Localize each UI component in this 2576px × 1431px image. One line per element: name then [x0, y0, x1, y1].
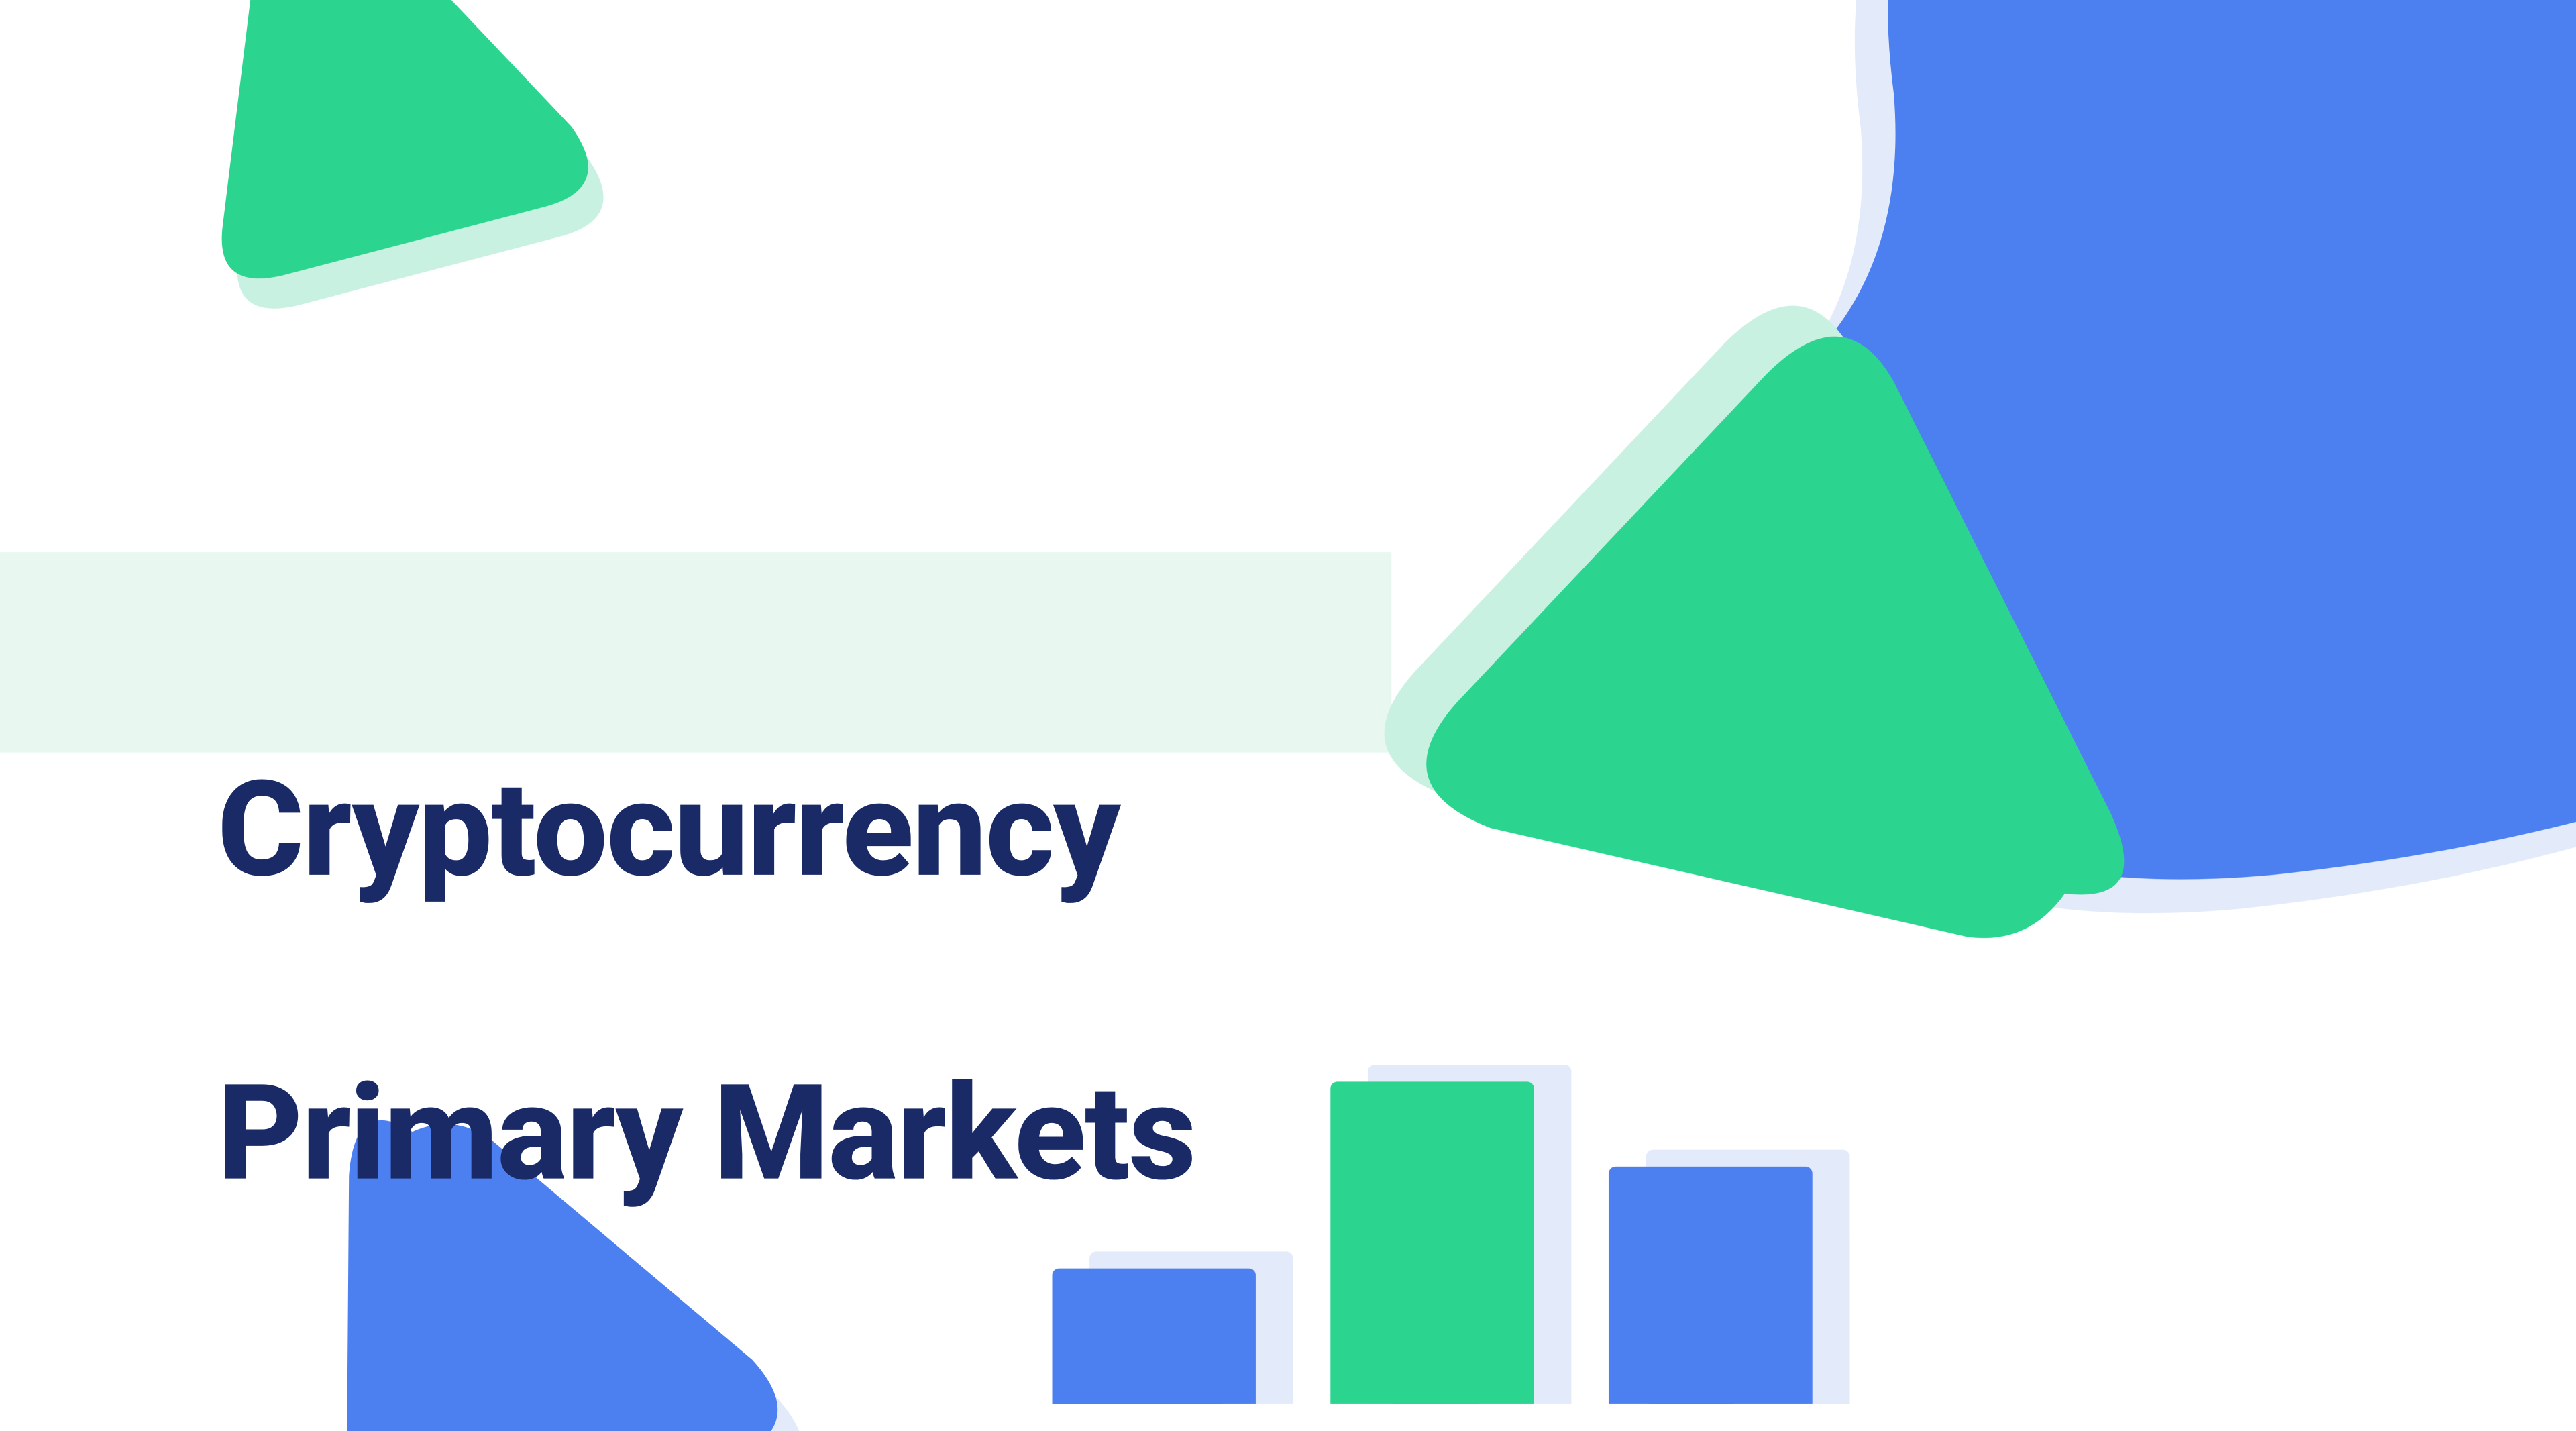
bar-3: [1609, 1167, 1813, 1404]
bar-chart: [1052, 1082, 1812, 1405]
triangle-top-left: [108, 0, 707, 445]
title-line-2: Primary Markets: [217, 1059, 1195, 1213]
bar-2: [1330, 1082, 1534, 1405]
title-line-1: Cryptocurrency: [217, 754, 1120, 908]
infographic-canvas: Cryptocurrency Primary Markets: [0, 26, 2576, 1404]
bar-1: [1052, 1269, 1256, 1404]
headline-title: Cryptocurrency Primary Markets: [217, 604, 1195, 1213]
